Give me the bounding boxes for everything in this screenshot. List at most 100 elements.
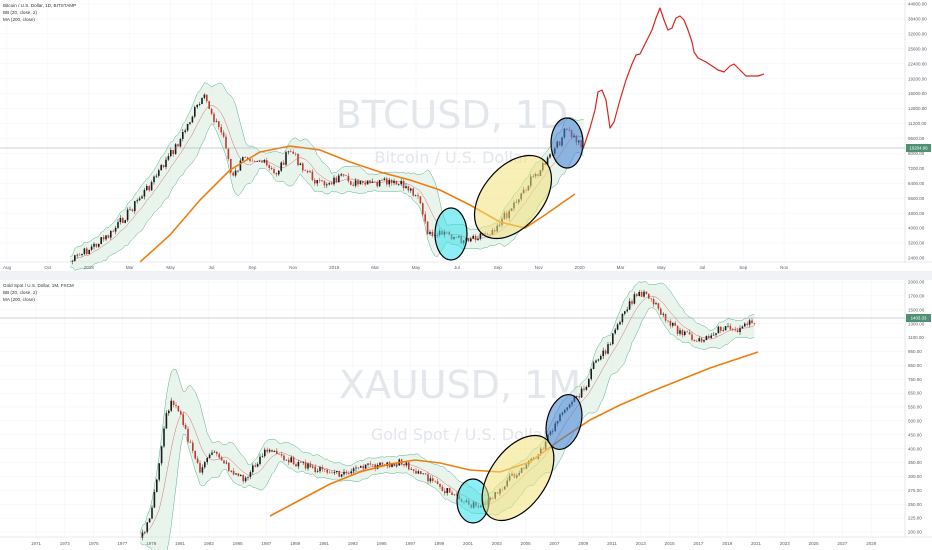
candle-body	[287, 151, 290, 153]
candle-body	[215, 121, 218, 122]
candle-body	[722, 330, 724, 331]
x-tick-label: 1993	[348, 541, 359, 546]
candle-body	[242, 157, 244, 161]
candle-body	[703, 340, 705, 342]
candle-body	[609, 344, 612, 345]
candle-body	[751, 320, 753, 323]
candle-body	[211, 452, 213, 455]
candle-body	[285, 459, 288, 461]
candle-body	[297, 153, 299, 166]
x-tick-label: 2027	[837, 541, 848, 546]
candle-body	[350, 471, 352, 474]
y-tick-label: 4800.00	[908, 211, 925, 216]
candle-body	[330, 183, 333, 185]
candle-body	[720, 326, 722, 331]
candle-body	[309, 171, 311, 173]
gold-legend-ma: MA (200, close)	[3, 297, 35, 302]
candle-body	[247, 476, 249, 478]
candle-body	[78, 254, 81, 256]
candle-body	[359, 180, 362, 185]
candle-body	[357, 180, 359, 185]
candle-body	[604, 350, 607, 354]
candle-body	[696, 340, 698, 342]
candle-body	[342, 174, 345, 176]
x-tick-label: 2021	[751, 541, 762, 546]
candle-body	[220, 457, 223, 461]
candle-body	[261, 161, 263, 163]
candle-body	[336, 471, 338, 473]
ma-200-line	[139, 145, 576, 263]
x-tick-label: Jul	[454, 265, 460, 270]
candle-body	[98, 243, 100, 247]
candle-body	[138, 198, 141, 201]
candle-body	[412, 188, 414, 196]
btc-watermark-symbol: BTCUSD, 1D	[336, 93, 568, 137]
candle-body	[343, 471, 345, 475]
candle-body	[431, 231, 434, 236]
gold-price-axis[interactable]	[905, 280, 932, 537]
btc-legend-ma: MA (200, close)	[3, 17, 35, 22]
candle-body	[672, 322, 674, 326]
x-tick-label: 1999	[434, 541, 445, 546]
candle-body	[201, 467, 204, 473]
candle-body	[273, 450, 276, 452]
candle-body	[242, 474, 244, 482]
btc-price-axis[interactable]	[905, 0, 932, 262]
x-tick-label: Sep	[248, 265, 257, 270]
candle-body	[294, 153, 297, 155]
x-tick-label: 1983	[204, 541, 215, 546]
candle-body	[426, 221, 429, 235]
candle-body	[362, 466, 364, 469]
candle-body	[179, 138, 182, 147]
candle-body	[199, 462, 201, 473]
candle-body	[187, 428, 189, 442]
gold-y-ticks: 2000.00 1700.00 1500.00 1300.00 1100.00 950.0…	[908, 280, 925, 535]
candle-body	[240, 474, 242, 477]
gold-last-price-tag	[906, 314, 931, 322]
y-tick-label: 200.00	[908, 530, 922, 535]
candle-body	[383, 178, 386, 181]
candle-body	[167, 156, 170, 160]
candle-body	[191, 116, 194, 123]
candle-body	[230, 158, 232, 173]
highlight-ellipse-yellow	[473, 154, 553, 240]
y-tick-label: 450.00	[908, 432, 922, 437]
candle-body	[650, 298, 652, 300]
candle-body	[326, 184, 328, 186]
candle-body	[177, 144, 179, 147]
candle-body	[698, 338, 700, 342]
x-tick-label: Jul	[699, 265, 705, 270]
x-tick-label: 1973	[60, 541, 71, 546]
candle-body	[643, 291, 645, 297]
candle-body	[612, 333, 614, 345]
candle-body	[153, 176, 155, 183]
btc-y-ticks: 2400.00 3200.00 4000.00 4800.00 5600.00 6400.…	[908, 2, 927, 261]
candle-body	[93, 243, 95, 247]
candle-body	[174, 144, 177, 155]
candle-body	[479, 233, 482, 239]
candle-body	[664, 313, 667, 321]
x-tick-label: 2003	[492, 541, 503, 546]
candle-body	[700, 338, 703, 342]
candle-body	[275, 173, 278, 175]
candle-body	[282, 162, 285, 165]
candle-body	[102, 237, 105, 240]
candle-body	[210, 108, 213, 114]
candle-body	[350, 181, 352, 185]
y-tick-label: 8000.00	[908, 151, 925, 156]
candle-body	[417, 471, 420, 474]
candle-body	[278, 170, 280, 175]
highlight-ellipse-cyan	[434, 207, 468, 261]
candle-body	[628, 301, 631, 310]
candle-body	[290, 457, 292, 463]
pane-separator[interactable]	[0, 271, 932, 280]
candle-body	[182, 132, 184, 139]
candle-body	[422, 203, 424, 215]
candle-body	[228, 462, 230, 471]
candle-body	[347, 175, 350, 182]
candle-body	[254, 161, 256, 162]
candle-body	[206, 457, 208, 463]
y-tick-label: 19200.00	[908, 76, 927, 81]
y-tick-label: 38400.00	[908, 17, 927, 22]
x-tick-label: 1975	[89, 541, 100, 546]
